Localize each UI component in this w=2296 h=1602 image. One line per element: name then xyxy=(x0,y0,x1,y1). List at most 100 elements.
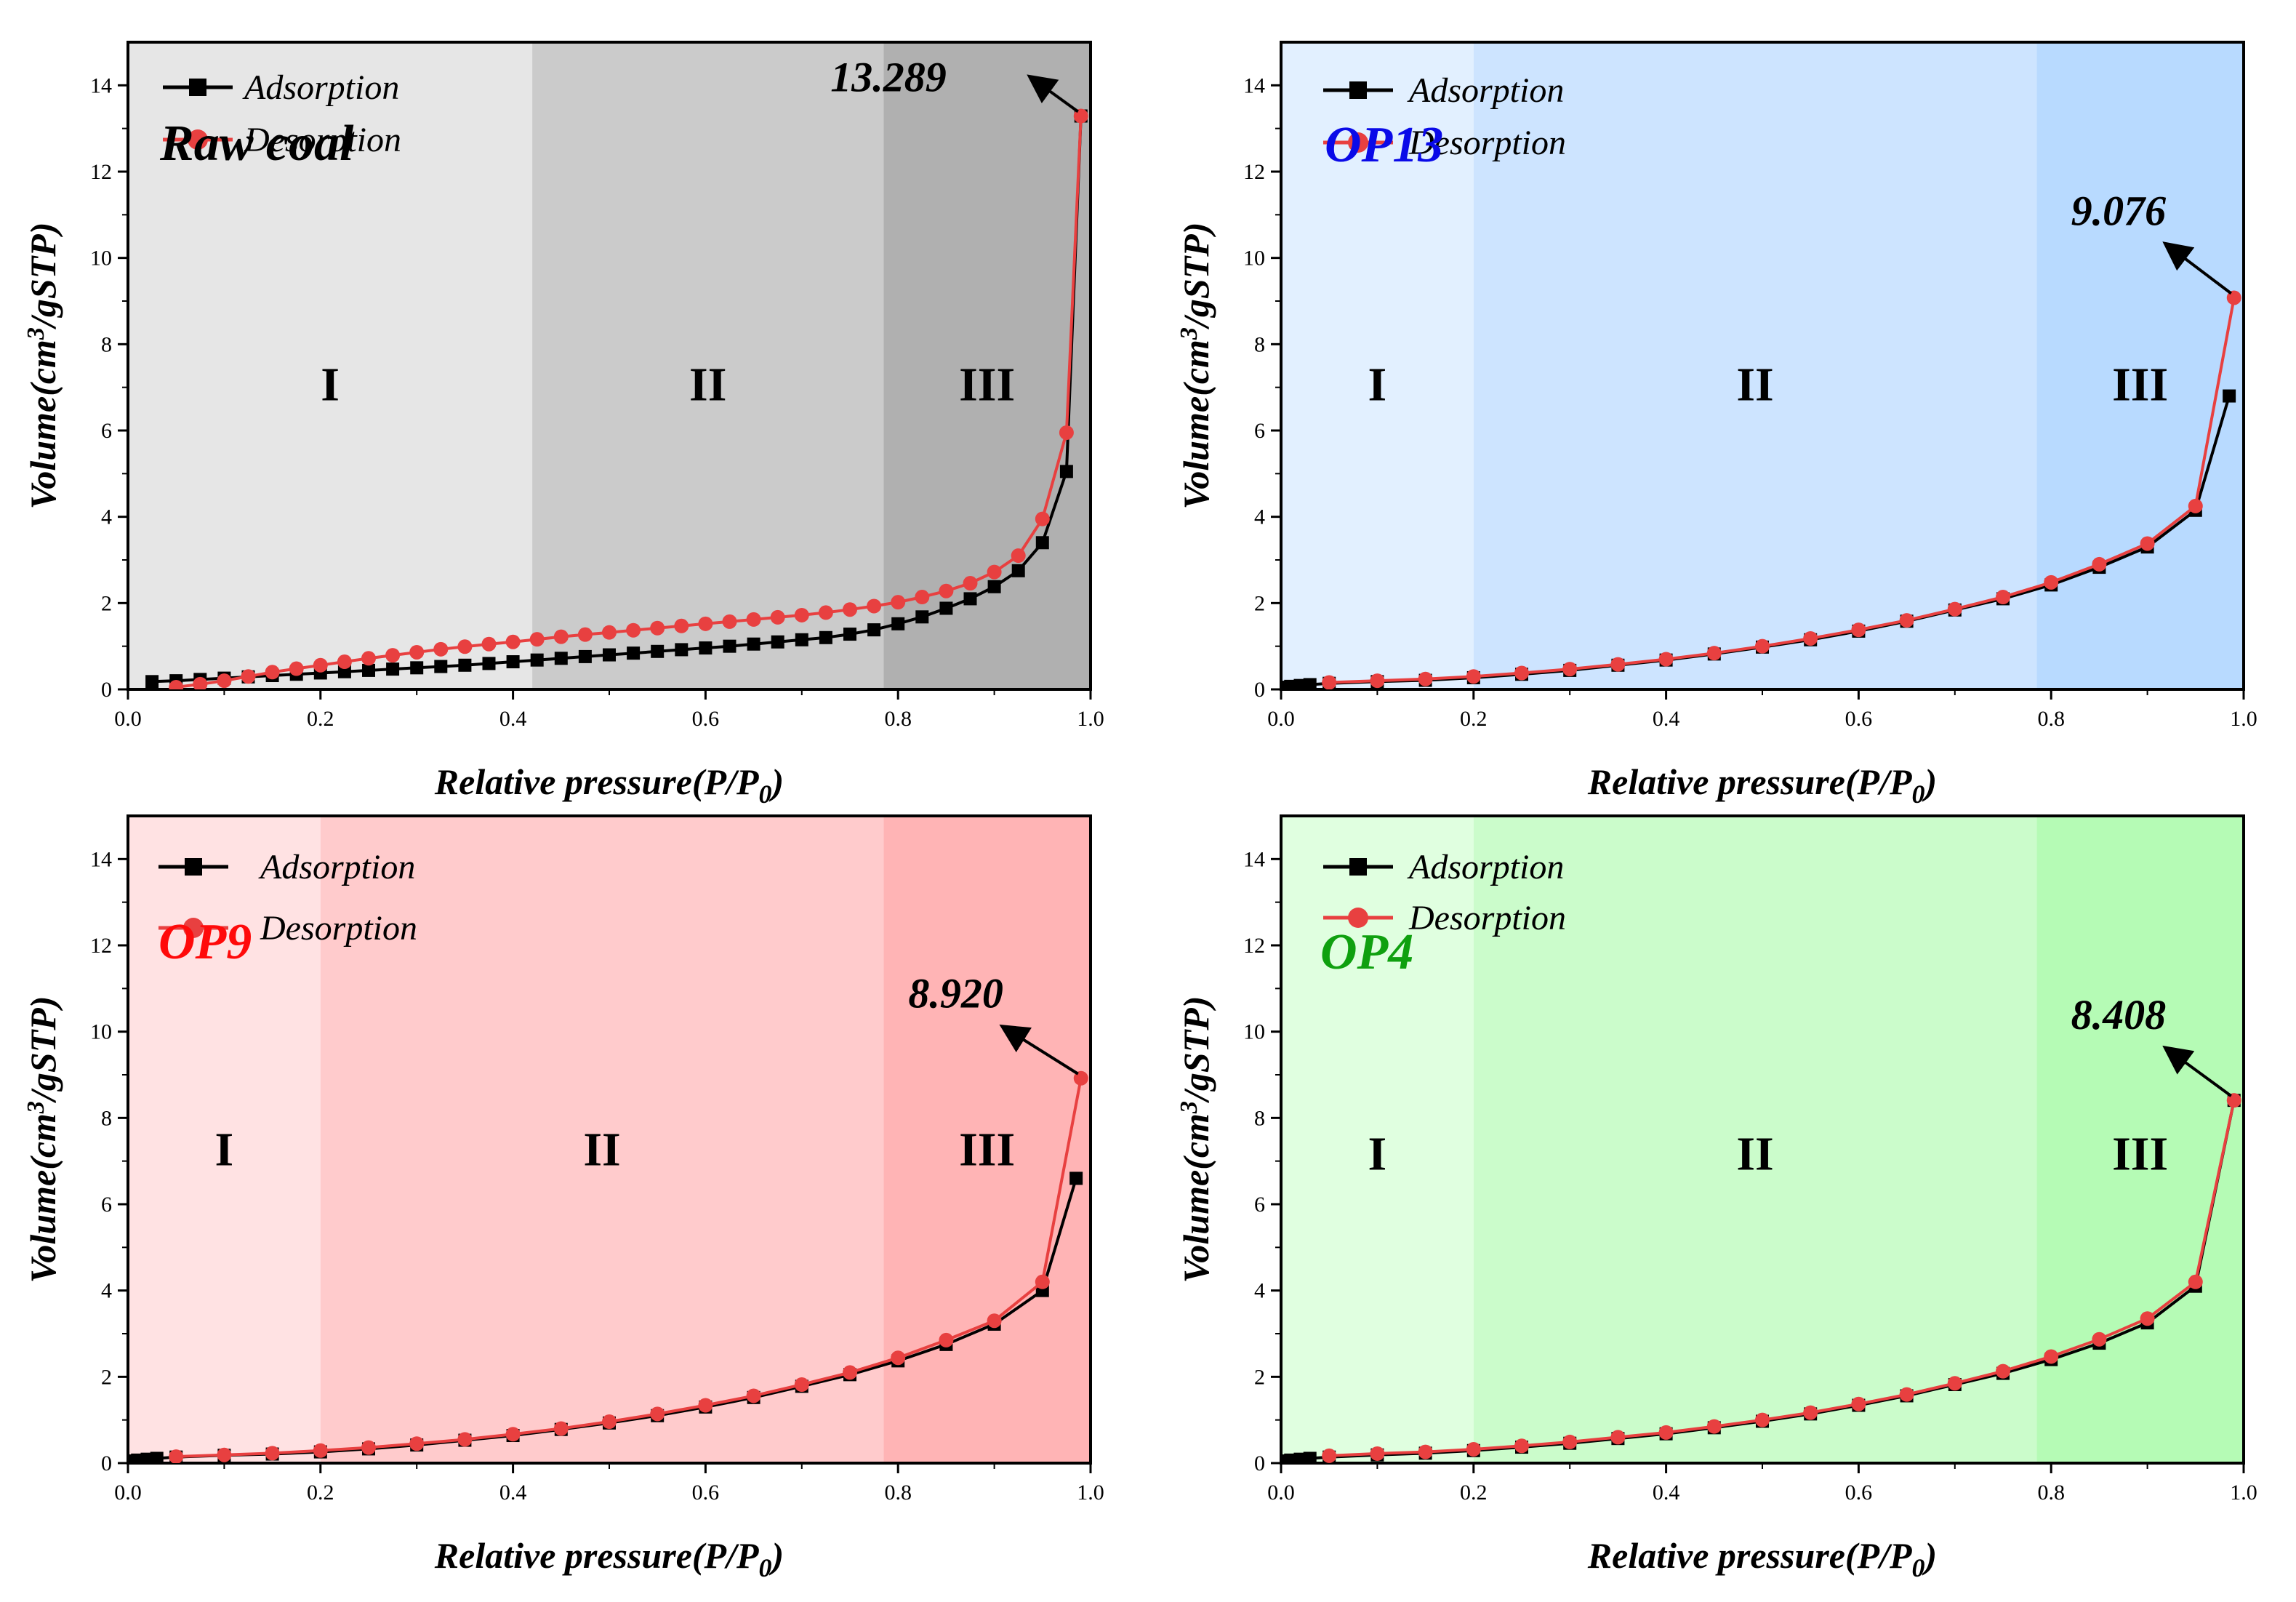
adsorption-point xyxy=(891,617,905,630)
adsorption-point xyxy=(410,661,424,675)
desorption-point xyxy=(1706,1419,1722,1434)
desorption-point xyxy=(963,576,978,591)
x-tick-label: 0.6 xyxy=(692,1481,720,1505)
adsorption-point xyxy=(1303,1451,1317,1463)
desorption-point xyxy=(1658,652,1674,667)
x-tick-label: 0.2 xyxy=(1460,1481,1488,1505)
desorption-point xyxy=(2092,556,2107,572)
adsorption-point xyxy=(1059,465,1073,478)
region-2-label: II xyxy=(583,1124,620,1177)
y-tick-label: 12 xyxy=(90,160,112,184)
legend-desorption-label: Desorption xyxy=(244,121,401,159)
legend-square-marker xyxy=(1349,81,1367,99)
y-tick-label: 2 xyxy=(1254,1365,1265,1389)
desorption-point xyxy=(1562,662,1578,677)
legend-circle-marker xyxy=(1348,908,1368,928)
desorption-point xyxy=(746,612,761,627)
sample-label: OP9 xyxy=(158,914,252,970)
desorption-point xyxy=(529,632,545,647)
desorption-point xyxy=(169,1449,184,1463)
x-tick-label: 0.4 xyxy=(1653,1481,1680,1505)
desorption-point xyxy=(1035,1274,1050,1289)
desorption-point xyxy=(1755,638,1770,654)
desorption-point xyxy=(2092,1331,2107,1347)
desorption-point xyxy=(794,607,809,622)
region-2-band xyxy=(1473,816,2037,1463)
y-tick-label: 6 xyxy=(101,1193,112,1217)
desorption-point xyxy=(1322,675,1337,689)
desorption-point xyxy=(1322,1448,1337,1463)
adsorption-point xyxy=(506,655,520,669)
y-tick-label: 10 xyxy=(90,1020,112,1044)
region-1-label: I xyxy=(215,1124,234,1177)
desorption-point xyxy=(1996,1363,2010,1379)
desorption-point xyxy=(2140,1311,2155,1326)
desorption-point xyxy=(1514,1438,1529,1454)
legend-desorption-label: Desorption xyxy=(1408,124,1566,162)
adsorption-point xyxy=(2223,389,2236,403)
region-2-band xyxy=(320,816,884,1463)
y-tick-label: 2 xyxy=(1254,591,1265,615)
plot-area xyxy=(145,108,1088,689)
x-axis-title: Relative pressure(P/P0) xyxy=(1587,761,1937,809)
x-tick-label: 0.2 xyxy=(1460,707,1488,731)
desorption-point xyxy=(602,625,617,640)
desorption-point xyxy=(457,639,473,654)
x-axis-title: Relative pressure(P/P0) xyxy=(1587,1535,1937,1582)
x-tick-label: 0.2 xyxy=(307,1481,334,1505)
legend-adsorption-label: Adsorption xyxy=(1407,71,1564,110)
region-1-label: I xyxy=(1368,358,1387,411)
y-tick-label: 2 xyxy=(101,591,112,615)
region-2-band xyxy=(1473,42,2037,689)
legend-adsorption-label: Adsorption xyxy=(1407,848,1564,886)
y-tick-label: 4 xyxy=(101,505,112,529)
region-1-label: I xyxy=(321,358,340,411)
desorption-point xyxy=(193,676,208,689)
desorption-point xyxy=(241,669,256,684)
desorption-point xyxy=(1851,622,1866,638)
adsorption-point xyxy=(939,601,953,615)
adsorption-point xyxy=(482,657,496,670)
region-3-band xyxy=(883,42,1091,689)
peak-arrow xyxy=(1027,74,1079,113)
desorption-point xyxy=(1706,646,1722,661)
adsorption-point xyxy=(699,641,713,655)
desorption-point xyxy=(1035,511,1050,526)
x-tick-label: 1.0 xyxy=(1077,1481,1104,1505)
y-tick-label: 8 xyxy=(101,1106,112,1130)
peak-arrow xyxy=(999,1024,1079,1076)
y-tick-label: 12 xyxy=(1243,934,1265,958)
desorption-point xyxy=(1466,1442,1481,1457)
desorption-point xyxy=(265,1446,280,1461)
adsorption-point xyxy=(386,662,400,676)
adsorption-point xyxy=(819,630,832,644)
x-tick-label: 0.0 xyxy=(1267,1481,1295,1505)
desorption-point xyxy=(1610,1430,1626,1445)
desorption-point xyxy=(1899,1387,1914,1402)
adsorption-point xyxy=(530,653,544,667)
x-tick-label: 0.4 xyxy=(1653,707,1680,731)
region-2-label: II xyxy=(1736,1128,1773,1181)
y-tick-label: 4 xyxy=(1254,1279,1265,1303)
desorption-point xyxy=(2140,536,2155,551)
adsorption-point xyxy=(867,623,881,637)
x-tick-label: 0.6 xyxy=(692,707,720,731)
desorption-point xyxy=(843,602,857,617)
peak-value-label: 8.920 xyxy=(908,969,1003,1017)
y-tick-label: 14 xyxy=(90,73,112,97)
legend-adsorption-label: Adsorption xyxy=(242,68,399,107)
desorption-line xyxy=(1329,297,2236,684)
adsorption-point xyxy=(337,665,351,678)
adsorption-point xyxy=(723,639,736,653)
desorption-point xyxy=(409,1436,425,1451)
region-2-band xyxy=(532,42,884,689)
x-tick-label: 0.8 xyxy=(884,707,912,731)
region-3-label: III xyxy=(2112,358,2168,411)
desorption-point xyxy=(987,564,1002,580)
desorption-point xyxy=(939,1332,954,1347)
desorption-point xyxy=(1370,1446,1385,1461)
desorption-point xyxy=(1418,1444,1433,1459)
peak-arrow xyxy=(2162,241,2232,295)
